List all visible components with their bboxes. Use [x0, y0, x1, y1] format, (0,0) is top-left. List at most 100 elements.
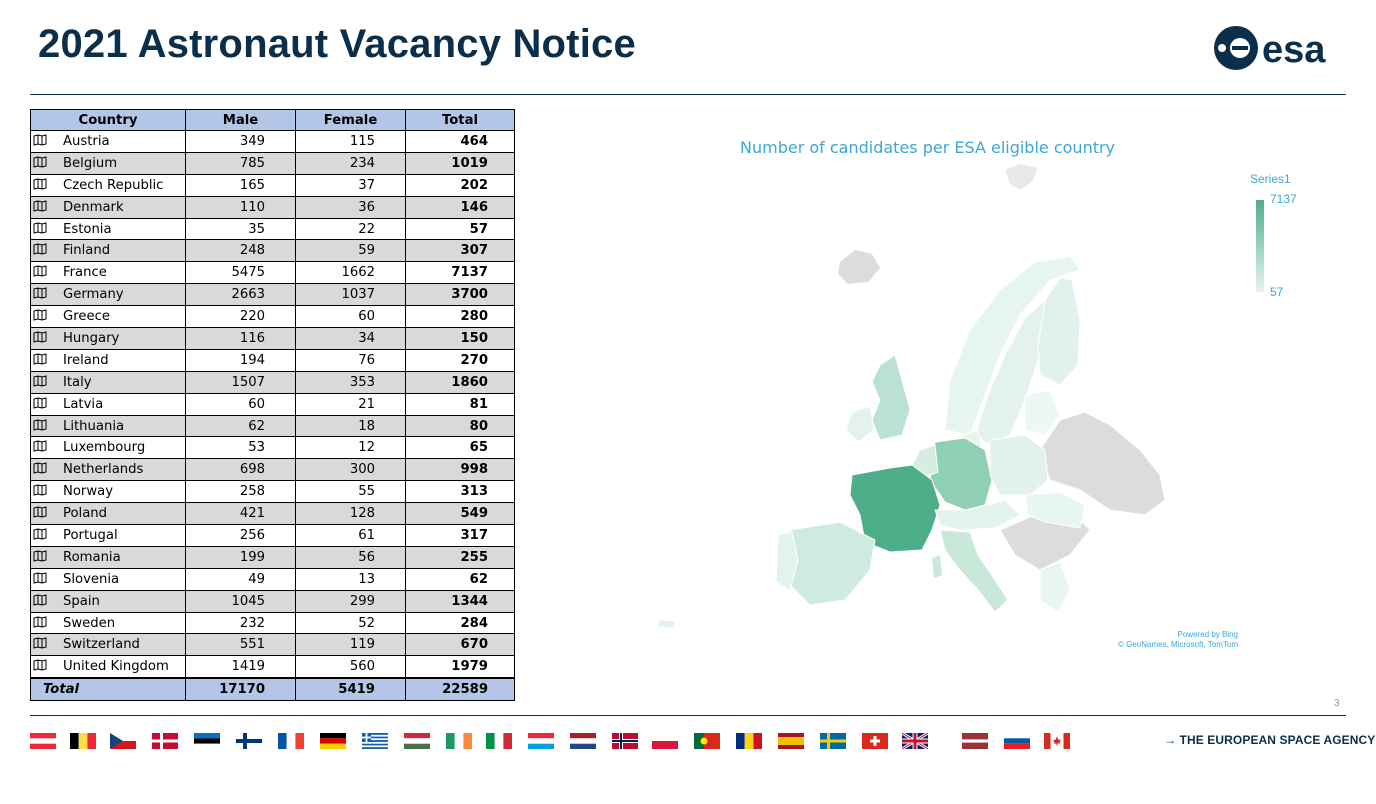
country-name: Denmark	[63, 199, 124, 215]
cell-female: 234	[295, 151, 406, 175]
map-icon	[33, 265, 47, 277]
cell-male: 1045	[185, 589, 296, 613]
map-icon	[33, 462, 47, 474]
cell-male: 199	[185, 545, 296, 569]
cell-country: Italy	[30, 370, 186, 394]
cell-female: 52	[295, 611, 406, 635]
cell-male: 5475	[185, 261, 296, 285]
flag-italy	[486, 733, 512, 749]
cell-male: 220	[185, 305, 296, 329]
map-region-germany	[929, 437, 993, 511]
map-icon	[33, 484, 47, 496]
flag-switzerland	[862, 733, 888, 749]
cell-female: 119	[295, 633, 406, 657]
cell-female: 59	[295, 239, 406, 263]
table-row: Hungary 116 34 150	[30, 327, 515, 350]
flag-greece	[362, 733, 388, 749]
cell-total: 313	[405, 480, 515, 504]
map-icon	[33, 331, 47, 343]
table-row: Netherlands 698 300 998	[30, 458, 515, 482]
cell-total: 146	[405, 195, 515, 219]
cell-country: Netherlands	[30, 458, 186, 482]
header-divider	[30, 94, 1346, 95]
map-icon	[33, 178, 47, 190]
cell-male: 1507	[185, 370, 296, 394]
table-row: Portugal 256 61 317	[30, 524, 515, 547]
table-row: Slovenia 49 13 62	[30, 567, 515, 591]
country-name: Slovenia	[63, 571, 120, 587]
map-icon	[33, 637, 47, 650]
cell-total: 62	[405, 567, 515, 591]
cell-total: 80	[405, 414, 515, 438]
flag-belgium	[70, 733, 96, 749]
cell-country: Hungary	[30, 327, 186, 350]
cell-country: Finland	[30, 239, 186, 263]
map-region-east	[1039, 411, 1166, 516]
country-name: Finland	[63, 243, 111, 259]
cell-female: 128	[295, 502, 406, 526]
table-row: Lithuania 62 18 80	[30, 414, 515, 438]
cell-female: 299	[295, 589, 406, 613]
cell-female: 21	[295, 392, 406, 416]
header-female: Female	[295, 109, 406, 131]
cell-total: 270	[405, 348, 515, 372]
cell-total: 284	[405, 611, 515, 635]
country-name: Switzerland	[63, 637, 140, 653]
cell-country: Romania	[30, 545, 186, 569]
map-region-greece	[1039, 561, 1071, 613]
cell-country: Luxembourg	[30, 436, 186, 460]
map-region-italy	[939, 529, 1009, 613]
table-row: Poland 421 128 549	[30, 502, 515, 526]
cell-total: 1019	[405, 151, 515, 175]
country-name: Portugal	[63, 527, 118, 543]
cell-female: 55	[295, 480, 406, 504]
footer-agency-name: → THE EUROPEAN SPACE AGENCY	[1164, 733, 1376, 747]
cell-female: 115	[295, 130, 406, 153]
flag-estonia	[194, 733, 220, 749]
flag-hungary	[404, 733, 430, 749]
table-row: Norway 258 55 313	[30, 480, 515, 504]
cell-male: 421	[185, 502, 296, 526]
country-name: United Kingdom	[63, 659, 169, 675]
cell-male: 232	[185, 611, 296, 635]
map-icon	[33, 375, 47, 387]
table-row: United Kingdom 1419 560 1979	[30, 655, 515, 679]
table-row: Luxembourg 53 12 65	[30, 436, 515, 460]
cell-country: Austria	[30, 130, 186, 153]
country-name: Romania	[63, 549, 121, 565]
country-name: Poland	[63, 506, 108, 522]
country-name: Ireland	[63, 352, 109, 368]
cell-male: 116	[185, 327, 296, 350]
cell-country: Switzerland	[30, 633, 186, 657]
country-name: Latvia	[63, 396, 104, 412]
map-icon	[33, 550, 47, 562]
cell-female: 1662	[295, 261, 406, 285]
cell-female: 13	[295, 567, 406, 591]
europe-choropleth-map	[658, 164, 1166, 628]
cell-total: 317	[405, 524, 515, 547]
map-region-france	[849, 464, 941, 553]
cell-country: Latvia	[30, 392, 186, 416]
cell-male: 53	[185, 436, 296, 460]
cell-female: 22	[295, 217, 406, 241]
cell-female: 34	[295, 327, 406, 350]
cell-total: 464	[405, 130, 515, 153]
table-row: Ireland 194 76 270	[30, 348, 515, 372]
map-icon	[33, 615, 47, 628]
table-row: Latvia 60 21 81	[30, 392, 515, 416]
cell-country: Spain	[30, 589, 186, 613]
cell-total: 1860	[405, 370, 515, 394]
total-label: Total	[30, 677, 186, 702]
map-icon	[33, 134, 47, 146]
map-icon	[33, 594, 47, 606]
cell-country: Norway	[30, 480, 186, 504]
flag-norway	[612, 733, 638, 749]
map-region-svalbard	[1005, 164, 1038, 190]
cell-total: 1344	[405, 589, 515, 613]
flag-finland	[236, 733, 262, 749]
country-name: Sweden	[63, 615, 116, 631]
cell-total: 670	[405, 633, 515, 657]
cell-male: 698	[185, 458, 296, 482]
cell-country: Belgium	[30, 151, 186, 175]
country-name: Netherlands	[63, 462, 144, 478]
